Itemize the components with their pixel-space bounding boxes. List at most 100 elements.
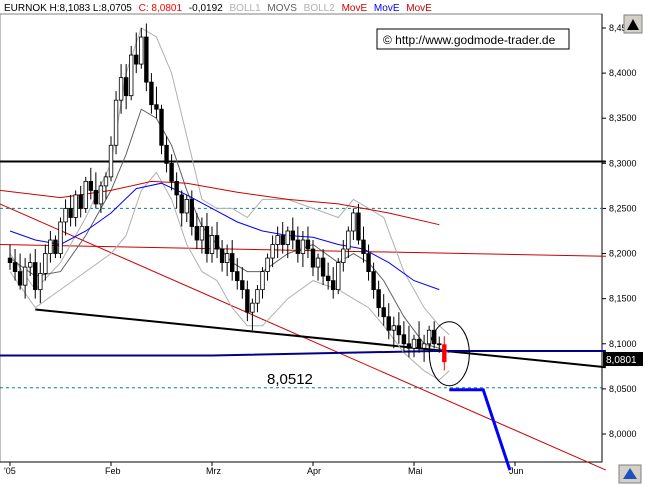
header-move-red: MovE [342, 3, 368, 14]
candle-body [235, 271, 240, 282]
y-tick-label: 8,1000 [609, 339, 637, 349]
y-tick-label: 8,4500 [609, 23, 637, 33]
candle-body [204, 226, 210, 254]
candle-body [17, 271, 23, 286]
candle-body [391, 325, 396, 331]
candle-body [58, 221, 63, 254]
candle-body [315, 257, 321, 268]
candle-body [396, 325, 402, 336]
y-tick-label: 8,3500 [609, 113, 637, 123]
candle-body [73, 194, 78, 218]
candle-body [260, 271, 265, 291]
y-tick-label: 8,3000 [609, 158, 637, 168]
x-tick-label: Apr [307, 466, 321, 476]
candle-body [78, 194, 83, 209]
candle-body [154, 104, 159, 110]
candle-body [189, 199, 194, 227]
candle-body [330, 280, 336, 291]
candle-body [48, 239, 53, 254]
candle-body [179, 194, 184, 214]
header-close: C: 8,0801 [139, 3, 183, 14]
x-axis: '05 Feb Mrz Apr Mai Jun [4, 462, 524, 476]
header-movs: MOVS [267, 3, 297, 14]
x-tick-label: Jun [509, 466, 524, 476]
candle-body [219, 248, 225, 263]
candle-body [83, 180, 88, 209]
header-boll2: BOLL2 [304, 3, 336, 14]
candle-body [325, 275, 331, 282]
candle-body [113, 99, 119, 146]
scroll-up-button[interactable] [623, 14, 643, 34]
candle-body [376, 289, 381, 309]
candle-body [265, 257, 270, 273]
candle-body [406, 343, 412, 349]
candle-body [98, 185, 104, 205]
candle-body [295, 239, 301, 254]
horizontal-support-blue [0, 350, 606, 357]
candle-body [139, 36, 144, 65]
candle-body [270, 244, 275, 259]
candle-body [12, 262, 18, 273]
candle-body [159, 108, 164, 146]
header-symbol-stats: EURNOK H:8,1083 L:8,0705 [4, 3, 132, 14]
candle-body [341, 248, 346, 263]
candle-body [346, 230, 351, 250]
candle-body [386, 316, 391, 331]
candle-body [149, 81, 154, 106]
copyright-box [376, 28, 570, 50]
candle-body [43, 253, 48, 274]
candle-body [351, 212, 356, 232]
candle-body [401, 334, 407, 345]
candle-body [381, 307, 386, 318]
annotation-value-label: 8,0512 [267, 371, 313, 388]
candle-body [199, 226, 205, 241]
candle-body [356, 212, 361, 241]
header-boll1: BOLL1 [230, 3, 262, 14]
highlight-circle [428, 321, 470, 387]
candle-body [214, 235, 220, 250]
candle-body [371, 271, 376, 291]
candle-body [224, 253, 230, 263]
candle-body [250, 302, 255, 313]
candle-body [169, 162, 174, 182]
y-tick-label: 8,2500 [609, 203, 637, 213]
y-tick-label: 8,1500 [609, 294, 637, 304]
y-tick-label: 8,4000 [609, 68, 637, 78]
candle-body [108, 144, 114, 178]
candlesticks [7, 23, 447, 371]
candle-body [174, 180, 179, 196]
candle-body [134, 54, 139, 65]
candle-body [88, 180, 93, 191]
candle-body [437, 343, 442, 346]
candle-body [336, 262, 341, 291]
candle-body [245, 289, 250, 313]
candle-body [305, 239, 311, 250]
candle-body [310, 248, 316, 268]
candle-body [366, 253, 371, 273]
scroll-down-button[interactable] [618, 464, 642, 484]
header-move-red-2: MovE [406, 3, 432, 14]
candle-body [431, 329, 437, 345]
candle-body [300, 239, 306, 254]
candle-body [194, 226, 200, 241]
copyright-text: © http://www.godmode-trader.de [383, 33, 556, 47]
y-tick-label: 8,2000 [609, 249, 637, 259]
candle-body [7, 257, 13, 263]
candle-body [118, 77, 124, 101]
x-tick-label: '05 [4, 466, 16, 476]
x-tick-label: Mai [408, 466, 423, 476]
candle-body [229, 253, 235, 273]
y-axis: 8,4500 8,4000 8,3500 8,3000 8,2500 8,2000 8,15… [602, 23, 637, 439]
candle-body [22, 266, 28, 286]
candle-body [275, 235, 280, 245]
x-tick-label: Feb [105, 466, 121, 476]
candle-body [280, 235, 285, 245]
candle-body [103, 176, 109, 187]
last-price-label: 8,0801 [606, 355, 637, 366]
candle-body [442, 344, 447, 363]
last-price-badge [603, 352, 643, 366]
candle-body [285, 230, 290, 245]
moving-average-blue [9, 182, 440, 291]
candle-body [38, 273, 43, 291]
